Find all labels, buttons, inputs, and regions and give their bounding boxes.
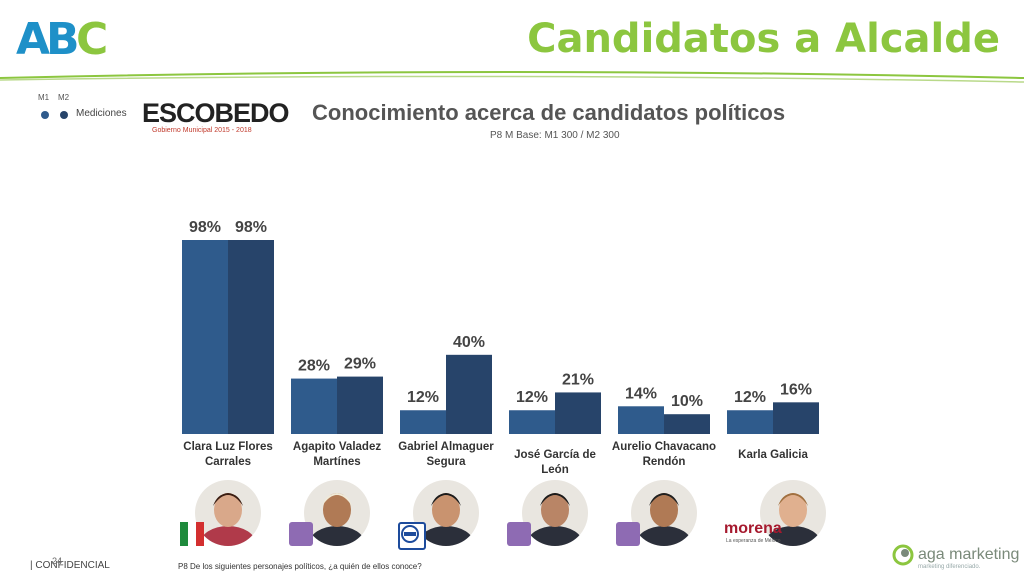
legend-m1-label: M1 (38, 93, 50, 102)
candidate-photo-4 (522, 480, 588, 546)
legend-m2-label: M2 (58, 93, 70, 102)
party-badge-icon (507, 522, 531, 546)
bar-m2-1 (228, 240, 274, 434)
brand-tagline: Gobierno Municipal 2015 - 2018 (152, 127, 252, 134)
pan-party-icon (398, 522, 426, 550)
chart-subtitle: P8 M Base: M1 300 / M2 300 (490, 130, 620, 141)
party-badge-icon (289, 522, 313, 546)
bar-m1-6 (727, 410, 773, 434)
candidate-name-line1: Gabriel Almaguer (398, 441, 494, 453)
candidate-label-2: Agapito Valadez Martínes (282, 440, 392, 470)
candidate-label-1: Clara Luz Flores Carrales (173, 440, 283, 470)
candidate-name-line1: José García de León (514, 449, 596, 476)
page-number: 24 (52, 556, 63, 566)
bar-m1-3 (400, 410, 446, 434)
candidate-label-6: Karla Galicia (718, 448, 828, 463)
candidate-name-line1: Karla Galicia (738, 449, 808, 461)
value-label-m1-2: 28% (298, 358, 330, 375)
candidate-name-line2: Segura (426, 456, 466, 468)
bar-m2-2 (337, 376, 383, 434)
party-badge-icon (616, 522, 640, 546)
candidate-photo-6 (760, 480, 826, 546)
bar-m1-4 (509, 410, 555, 434)
value-label-m1-5: 14% (625, 385, 657, 402)
aga-swirl-icon (892, 544, 914, 566)
value-label-m1-3: 12% (407, 389, 439, 406)
candidate-label-5: Aurelio Chavacano Rendón (609, 440, 719, 470)
pri-party-icon (180, 522, 204, 546)
value-label-m1-4: 12% (516, 389, 548, 406)
legend-m1-dot (41, 111, 49, 119)
value-label-m2-2: 29% (344, 356, 376, 373)
candidate-photo-5 (631, 480, 697, 546)
candidate-name-line1: Agapito Valadez (292, 441, 382, 453)
company-name: aga marketing (918, 546, 1020, 563)
header-divider (0, 71, 1024, 83)
value-label-m1-6: 12% (734, 389, 766, 406)
legend-m2-dot (60, 111, 68, 119)
slide-title: Candidatos a Alcalde (527, 16, 1000, 62)
svg-text:AB: AB (16, 14, 77, 60)
morena-logo: morena (724, 520, 782, 537)
legend-title: Mediciones (76, 108, 127, 119)
confidential-label: | CONFIDENCIAL (30, 560, 110, 571)
candidate-label-4: José García de León (500, 448, 610, 478)
candidate-photo-1 (195, 480, 261, 546)
candidate-name-line1: Aurelio Chavacano (611, 441, 717, 453)
escobedo-logo: ESCOBEDO Gobierno Municipal 2015 - 2018 (142, 98, 302, 140)
value-label-m2-4: 21% (562, 371, 594, 388)
value-label-m2-1: 98% (235, 219, 267, 236)
bar-m2-4 (555, 392, 601, 434)
candidate-name-line1: Clara Luz Flores (183, 441, 273, 453)
bar-m2-6 (773, 402, 819, 434)
value-label-m1-1: 98% (189, 219, 221, 236)
aga-marketing-logo: aga marketing marketing diferenciado. (892, 544, 1019, 576)
chart-title: Conocimiento acerca de candidatos políti… (312, 100, 786, 125)
value-label-m2-5: 10% (671, 393, 703, 410)
candidate-name-line2: Martínes (313, 456, 361, 468)
svg-text:C: C (76, 14, 108, 60)
bar-m1-5 (618, 406, 664, 434)
company-tagline: marketing diferenciado. (918, 564, 981, 570)
bar-m1-2 (291, 378, 337, 434)
value-label-m2-6: 16% (780, 381, 812, 398)
abc-logo: AB C (16, 14, 108, 60)
morena-tagline: La esperanza de México (726, 538, 781, 544)
candidate-label-3: Gabriel Almaguer Segura (391, 440, 501, 470)
question-text: P8 De los siguientes personajes político… (178, 562, 422, 571)
candidate-name-line2: Rendón (642, 456, 686, 468)
bar-m1-1 (182, 240, 228, 434)
bar-m2-3 (446, 354, 492, 434)
candidate-photo-2 (304, 480, 370, 546)
brand-name: ESCOBEDO (142, 98, 290, 128)
candidate-name-line2: Carrales (204, 456, 252, 468)
bar-m2-5 (664, 414, 710, 434)
value-label-m2-3: 40% (453, 334, 485, 351)
